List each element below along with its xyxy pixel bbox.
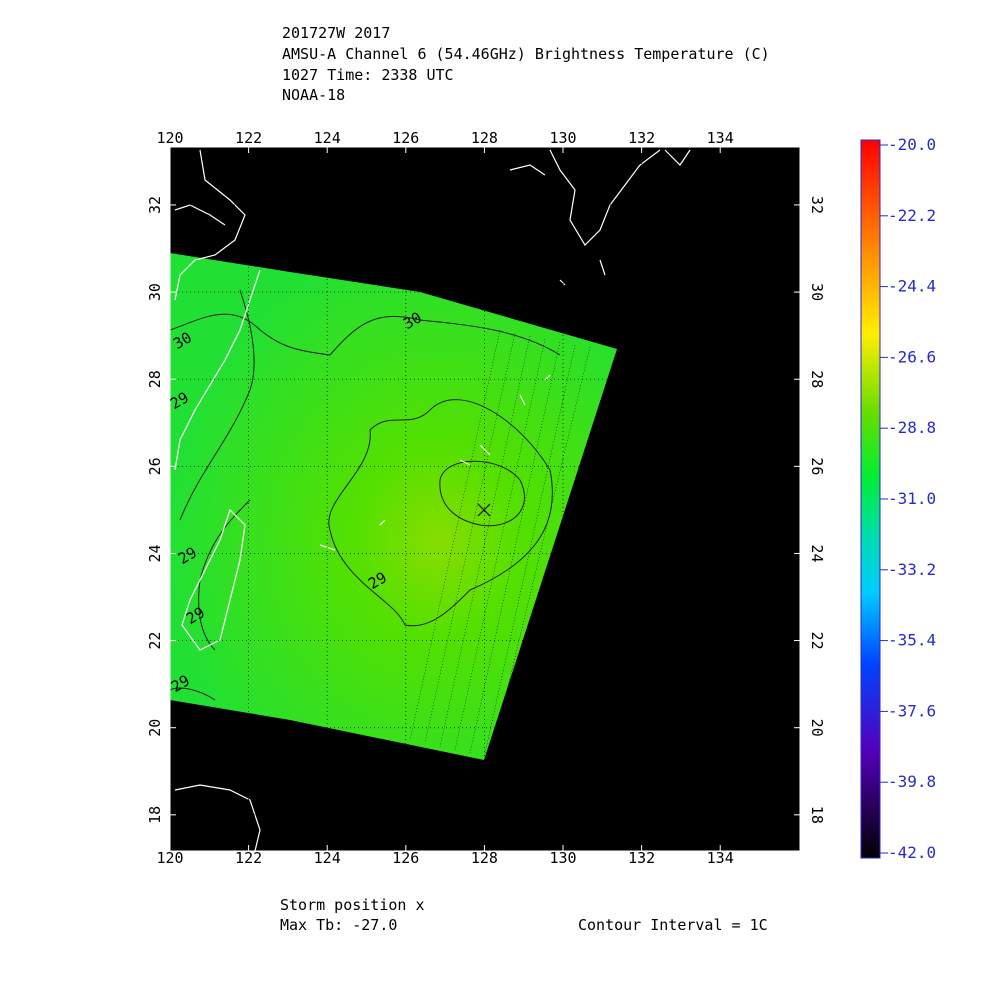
x-tick-label: 134 [707,129,734,147]
y-tick-label: 30 [146,283,164,301]
y-tick-label: 28 [146,370,164,388]
colorbar-label: -28.8 [888,418,936,437]
y-tick-label: 18 [808,806,826,824]
colorbar-label: -20.0 [888,135,936,154]
colorbar [860,139,881,859]
x-tick-label: 126 [392,849,419,867]
x-tick-label: 134 [707,849,734,867]
swath [170,253,617,760]
y-tick-label: 28 [808,370,826,388]
footer-storm: Storm position x [280,896,425,914]
y-tick-label: 32 [146,196,164,214]
header-line: NOAA-18 [282,86,345,104]
map-area [170,147,800,851]
header-line: AMSU-A Channel 6 (54.46GHz) Brightness T… [282,45,770,63]
x-tick-label: 124 [314,129,341,147]
coastlines [174,149,691,851]
colorbar-label: -35.4 [888,631,936,650]
footer-max-tb: Max Tb: -27.0 [280,916,397,934]
footer-interval: Contour Interval = 1C [578,916,768,934]
x-tick-label: 122 [235,849,262,867]
y-tick-label: 26 [146,457,164,475]
x-tick-label: 124 [314,849,341,867]
colorbar-label: -22.2 [888,206,936,225]
x-tick-label: 128 [471,129,498,147]
x-tick-label: 120 [156,129,183,147]
y-tick-label: 20 [146,719,164,737]
x-tick-label: 128 [471,849,498,867]
y-tick-label: 30 [808,283,826,301]
x-tick-label: 126 [392,129,419,147]
storm-marker [477,503,491,517]
y-tick-label: 22 [808,632,826,650]
colorbar-label: -26.6 [888,347,936,366]
x-tick-label: 120 [156,849,183,867]
colorbar-label: -33.2 [888,560,936,579]
colorbar-label: -37.6 [888,701,936,720]
header-line: 1027 Time: 2338 UTC [282,66,454,84]
colorbar-label: -24.4 [888,277,936,296]
map-frame [169,146,801,852]
colorbar-label: -39.8 [888,772,936,791]
x-tick-label: 132 [628,129,655,147]
x-tick-label: 130 [549,129,576,147]
swath-edge-shading [409,329,591,759]
colorbar-label: -31.0 [888,489,936,508]
x-tick-label: 130 [549,849,576,867]
y-tick-label: 24 [808,544,826,562]
y-tick-label: 22 [146,632,164,650]
x-tick-label: 132 [628,849,655,867]
colorbar-label: -42.0 [888,843,936,862]
y-tick-label: 24 [146,544,164,562]
x-tick-label: 122 [235,129,262,147]
y-tick-label: 18 [146,806,164,824]
y-tick-label: 26 [808,457,826,475]
header-line: 201727W 2017 [282,24,390,42]
y-tick-label: 32 [808,196,826,214]
y-tick-label: 20 [808,719,826,737]
